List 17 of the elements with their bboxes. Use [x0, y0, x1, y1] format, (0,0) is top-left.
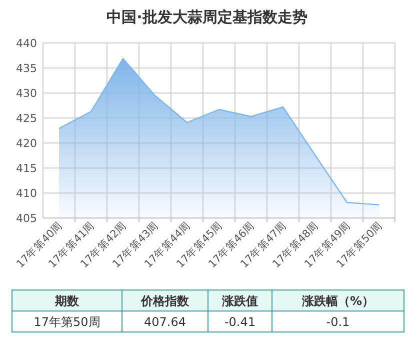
text: 期数 [54, 294, 80, 308]
text: 涨跌幅（%） [300, 294, 374, 308]
y-tick-label: 420 [16, 137, 37, 150]
y-tick-label: 405 [16, 212, 37, 225]
text: -0.1 [326, 315, 350, 329]
text: 涨跌值 [221, 294, 258, 308]
chart-title: 中国·批发大蒜周定基指数走势 [106, 8, 308, 26]
text: 17年第50周 [34, 315, 100, 329]
y-tick-label: 410 [16, 187, 37, 200]
text: 价格指数 [140, 294, 190, 308]
y-tick-label: 415 [16, 162, 37, 175]
y-tick-label: 430 [16, 87, 37, 100]
y-tick-label: 425 [16, 112, 37, 125]
y-tick-label: 435 [16, 62, 37, 75]
text: -0.41 [224, 315, 256, 329]
y-tick-label: 440 [16, 37, 37, 50]
text: 407.64 [144, 315, 186, 329]
